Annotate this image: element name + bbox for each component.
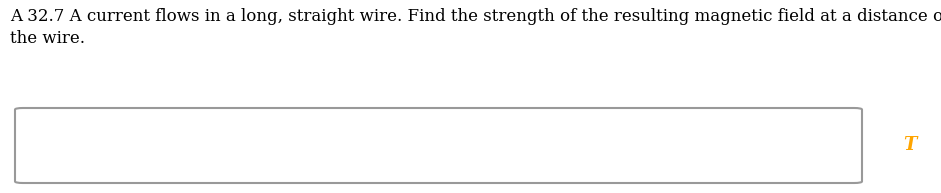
Text: A 32.7 A current flows in a long, straight wire. Find the strength of the result: A 32.7 A current flows in a long, straig… [10, 8, 941, 25]
Text: the wire.: the wire. [10, 30, 85, 47]
Text: T: T [903, 136, 917, 154]
FancyBboxPatch shape [15, 108, 862, 183]
